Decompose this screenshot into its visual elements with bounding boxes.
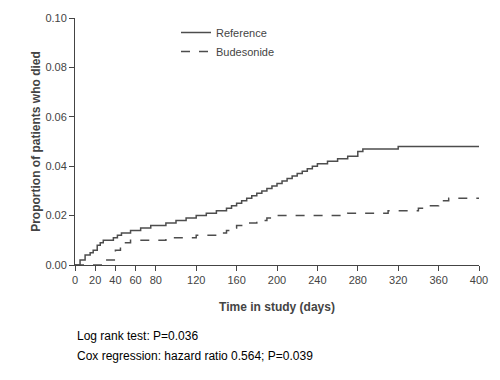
svg-text:400: 400 (470, 274, 488, 286)
svg-text:360: 360 (429, 274, 447, 286)
svg-text:0.10: 0.10 (45, 12, 66, 24)
svg-text:Log rank test: P=0.036: Log rank test: P=0.036 (77, 329, 198, 343)
svg-text:0: 0 (72, 274, 78, 286)
svg-text:0.00: 0.00 (45, 259, 66, 271)
svg-text:240: 240 (308, 274, 326, 286)
svg-text:80: 80 (150, 274, 162, 286)
svg-text:Proportion of patients who die: Proportion of patients who died (29, 51, 43, 232)
svg-text:0.04: 0.04 (45, 160, 66, 172)
svg-text:0.08: 0.08 (45, 61, 66, 73)
svg-text:280: 280 (349, 274, 367, 286)
svg-text:200: 200 (268, 274, 286, 286)
svg-text:20: 20 (89, 274, 101, 286)
svg-text:Reference: Reference (216, 27, 267, 39)
svg-text:60: 60 (129, 274, 141, 286)
svg-text:Time in study (days): Time in study (days) (219, 300, 335, 314)
svg-text:0.06: 0.06 (45, 111, 66, 123)
svg-text:120: 120 (187, 274, 205, 286)
svg-text:40: 40 (109, 274, 121, 286)
svg-text:Cox regression: hazard ratio 0: Cox regression: hazard ratio 0.564; P=0.… (77, 349, 313, 363)
svg-text:0.02: 0.02 (45, 209, 66, 221)
svg-text:160: 160 (227, 274, 245, 286)
svg-text:Budesonide: Budesonide (216, 46, 274, 58)
svg-text:320: 320 (389, 274, 407, 286)
